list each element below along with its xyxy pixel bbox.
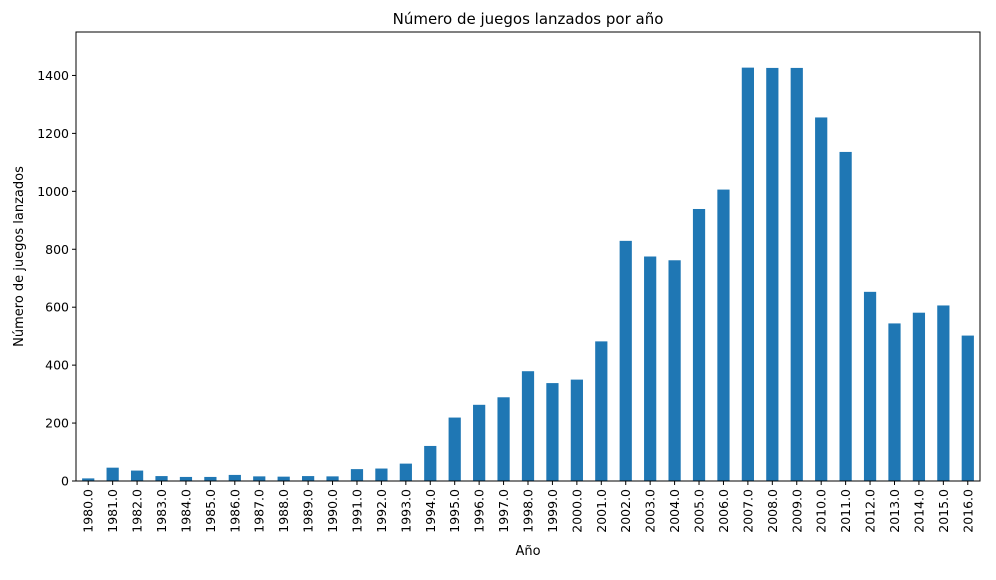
x-tick-label: 1999.0 <box>545 489 560 533</box>
x-tick-label: 2014.0 <box>911 489 926 533</box>
bar-2013.0 <box>888 323 901 481</box>
x-tick-label: 2005.0 <box>692 489 707 533</box>
bar-1988.0 <box>277 476 290 481</box>
bar-2002.0 <box>619 240 632 481</box>
bar-1980.0 <box>82 478 95 481</box>
bar-1981.0 <box>106 467 119 481</box>
bar-2010.0 <box>815 117 828 481</box>
x-tick-label: 1980.0 <box>81 489 96 533</box>
x-tick-label: 2015.0 <box>936 489 951 533</box>
bar-1989.0 <box>302 476 315 481</box>
x-tick-label: 2012.0 <box>863 489 878 533</box>
x-tick-label: 1987.0 <box>252 489 267 533</box>
bar-2015.0 <box>937 305 950 481</box>
y-tick-label: 1400 <box>37 68 69 83</box>
x-tick-label: 1998.0 <box>521 489 536 533</box>
bar-2007.0 <box>741 67 754 481</box>
x-tick-label: 1995.0 <box>447 489 462 533</box>
x-tick-label: 1989.0 <box>301 489 316 533</box>
plot-frame <box>75 31 981 482</box>
y-tick-label: 1000 <box>37 184 69 199</box>
bar-1995.0 <box>448 417 461 481</box>
bar-2000.0 <box>570 379 583 481</box>
bars-group <box>82 67 974 482</box>
y-tick-label: 600 <box>45 300 69 315</box>
x-tick-label: 1982.0 <box>130 489 145 533</box>
bar-1986.0 <box>228 474 241 481</box>
x-tick-label: 2002.0 <box>618 489 633 533</box>
x-tick-label: 1984.0 <box>178 489 193 533</box>
bar-1991.0 <box>350 469 364 481</box>
x-tick-label: 1988.0 <box>276 489 291 533</box>
y-tick-label: 0 <box>61 474 69 489</box>
bar-1993.0 <box>399 463 412 481</box>
bar-2008.0 <box>766 67 779 482</box>
x-tick-label: 1985.0 <box>203 489 218 533</box>
y-tick-label: 200 <box>45 416 69 431</box>
bar-1996.0 <box>473 404 486 481</box>
x-tick-label: 2003.0 <box>643 489 658 533</box>
x-tick-label: 2011.0 <box>838 489 853 533</box>
x-tick-label: 1986.0 <box>227 489 242 533</box>
bar-1983.0 <box>155 476 168 481</box>
bar-2006.0 <box>717 189 730 481</box>
bar-2005.0 <box>692 208 706 482</box>
bar-2001.0 <box>595 341 608 481</box>
x-tick-label: 2016.0 <box>960 489 975 533</box>
x-tick-label: 1983.0 <box>154 489 169 533</box>
x-tick-label: 1981.0 <box>105 489 120 533</box>
bar-2011.0 <box>839 151 852 481</box>
bar-2004.0 <box>668 260 681 481</box>
y-tick-label: 400 <box>45 358 69 373</box>
x-tick-label: 2000.0 <box>569 489 584 533</box>
y-tick-label: 800 <box>45 242 69 257</box>
bar-1984.0 <box>179 476 193 481</box>
bar-2009.0 <box>790 67 803 482</box>
bar-1990.0 <box>326 476 339 481</box>
bar-1987.0 <box>253 476 266 481</box>
bar-1999.0 <box>546 383 559 481</box>
bar-1985.0 <box>204 476 217 481</box>
x-tick-label: 2013.0 <box>887 489 902 533</box>
chart-title: Número de juegos lanzados por año <box>393 10 664 28</box>
x-tick-label: 1993.0 <box>398 489 413 533</box>
y-axis: 0 200 400 600 800 1000 1200 1400 <box>37 68 76 489</box>
x-tick-label: 1991.0 <box>349 489 364 533</box>
x-tick-label: 1996.0 <box>472 489 487 533</box>
x-tick-label: 1994.0 <box>423 489 438 533</box>
x-tick-label: 2004.0 <box>667 489 682 533</box>
x-tick-label: 1997.0 <box>496 489 511 533</box>
x-axis-label: Año <box>515 544 540 559</box>
x-tick-label: 2010.0 <box>814 489 829 533</box>
x-tick-label: 2006.0 <box>716 489 731 533</box>
x-tick-label: 2009.0 <box>789 489 804 533</box>
y-tick-label: 1200 <box>37 126 69 141</box>
bar-1998.0 <box>521 371 535 481</box>
x-tick-label: 2001.0 <box>594 489 609 533</box>
bar-2014.0 <box>912 312 926 481</box>
bar-1997.0 <box>497 397 510 481</box>
x-axis: 1980.0 1981.0 1982.0 1983.0 1984.0 1985.0 1986… <box>81 481 975 533</box>
x-tick-label: 1990.0 <box>325 489 340 533</box>
x-tick-label: 2008.0 <box>765 489 780 533</box>
x-tick-label: 1992.0 <box>374 489 389 533</box>
bar-2003.0 <box>644 256 657 481</box>
bar-2016.0 <box>961 335 974 481</box>
y-axis-label: Número de juegos lanzados <box>12 166 27 347</box>
x-tick-label: 2007.0 <box>740 489 755 533</box>
bar-1982.0 <box>130 470 144 481</box>
bar-2012.0 <box>863 291 877 481</box>
bar-1992.0 <box>375 468 388 481</box>
bar-1994.0 <box>424 445 437 481</box>
